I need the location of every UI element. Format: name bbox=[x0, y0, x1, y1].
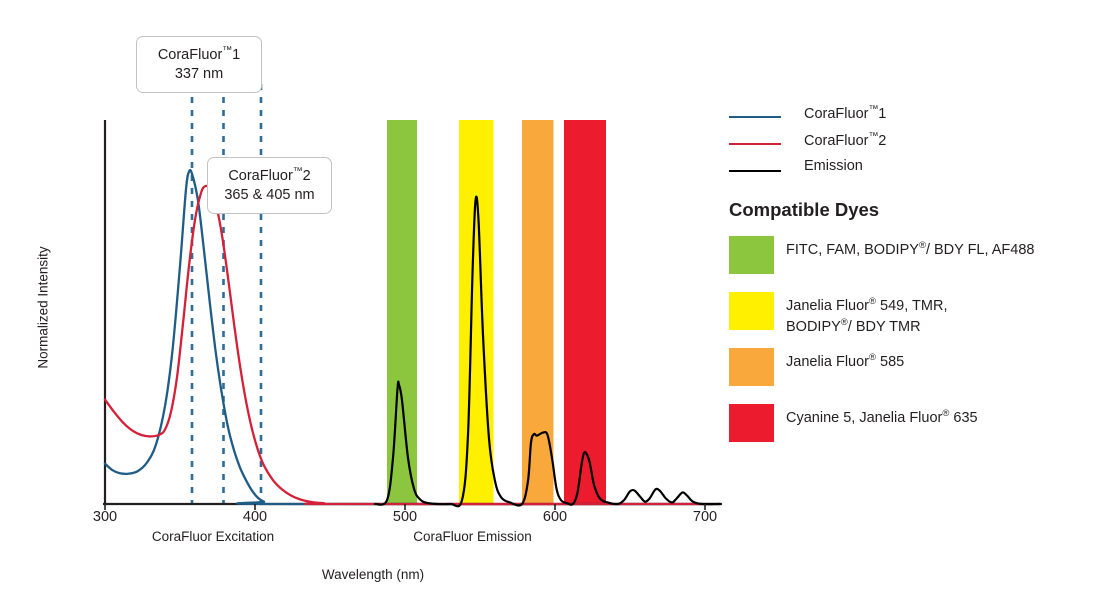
excitation-section-label: CoraFluor Excitation bbox=[151, 529, 275, 544]
dye-label-line1: Cyanine 5, Janelia Fluor® 635 bbox=[786, 408, 978, 426]
dye-label-line1: FITC, FAM, BODIPY®/ BDY FL, AF488 bbox=[786, 240, 1035, 258]
dye-color-swatch bbox=[729, 404, 774, 442]
dye-label-line1: Janelia Fluor® 549, TMR, bbox=[786, 296, 948, 314]
legend-item-0: CoraFluor™1 bbox=[729, 104, 1110, 131]
dye-item-2: Janelia Fluor® 585 bbox=[729, 346, 1110, 402]
legend-item-label: CoraFluor™2 bbox=[804, 131, 887, 149]
dye-item-0: FITC, FAM, BODIPY®/ BDY FL, AF488 bbox=[729, 234, 1110, 290]
corafluor1-callout-line2: 337 nm bbox=[174, 65, 224, 82]
legend-item-label: Emission bbox=[804, 158, 863, 174]
red-band bbox=[564, 120, 606, 504]
dye-item-1: Janelia Fluor® 549, TMR, BODIPY®/ BDY TMR bbox=[729, 290, 1110, 346]
x-tick-label-700: 700 bbox=[692, 509, 718, 525]
series-curve-corafluor2 bbox=[103, 184, 722, 506]
legend-swatch-line bbox=[729, 170, 781, 172]
yellow-band bbox=[459, 120, 494, 504]
dye-color-swatch bbox=[729, 292, 774, 330]
dye-color-swatch bbox=[729, 348, 774, 386]
x-tick-label-400: 400 bbox=[242, 509, 268, 525]
x-tick-label-600: 600 bbox=[542, 509, 568, 525]
corafluor2-callout-line1: CoraFluor™2 bbox=[228, 166, 311, 184]
series-legend: CoraFluor™1 CoraFluor™2 Emission bbox=[729, 104, 1110, 185]
compatible-dyes-title: Compatible Dyes bbox=[729, 199, 880, 220]
dye-color-swatch bbox=[729, 236, 774, 274]
legend-item-label: CoraFluor™1 bbox=[804, 104, 887, 122]
series-curve-corafluor1 bbox=[103, 168, 722, 506]
x-tick-label-300: 300 bbox=[92, 509, 118, 525]
dye-item-3: Cyanine 5, Janelia Fluor® 635 bbox=[729, 402, 1110, 458]
legend-swatch-line bbox=[729, 116, 781, 118]
corafluor1-callout-line1: CoraFluor™1 bbox=[157, 45, 241, 63]
dye-item-label: Janelia Fluor® 549, TMR, BODIPY®/ BDY TMR bbox=[786, 295, 947, 338]
corafluor2-callout: CoraFluor™2 365 & 405 nm bbox=[207, 157, 332, 215]
series-curve-emission bbox=[373, 195, 722, 508]
y-axis-title: Normalized Intensity bbox=[35, 246, 51, 369]
compatible-dyes-list: FITC, FAM, BODIPY®/ BDY FL, AF488 Janelia… bbox=[729, 234, 1110, 458]
chart-canvas bbox=[103, 84, 722, 510]
emission-section-label: CoraFluor Emission bbox=[413, 529, 532, 544]
legend-item-2: Emission bbox=[729, 158, 1110, 185]
dye-label-line2: BODIPY®/ BDY TMR bbox=[786, 317, 921, 336]
legend-swatch-line bbox=[729, 143, 781, 145]
dye-label-line1: Janelia Fluor® 585 bbox=[786, 352, 905, 370]
corafluor1-callout: CoraFluor™1 337 nm bbox=[136, 36, 262, 94]
corafluor2-callout-line2: 365 & 405 nm bbox=[224, 186, 315, 203]
chart-plot-area: Normalized Intensity Wavelength (nm) 300… bbox=[35, 36, 722, 582]
green-band bbox=[387, 120, 417, 504]
x-axis-title: Wavelength (nm) bbox=[321, 567, 425, 582]
orange-band bbox=[522, 120, 554, 504]
legend-item-1: CoraFluor™2 bbox=[729, 131, 1110, 158]
dye-item-label: FITC, FAM, BODIPY®/ BDY FL, AF488 bbox=[786, 239, 1034, 260]
dye-item-label: Janelia Fluor® 585 bbox=[786, 351, 904, 372]
x-tick-label-500: 500 bbox=[392, 509, 418, 525]
dye-item-label: Cyanine 5, Janelia Fluor® 635 bbox=[786, 407, 978, 428]
